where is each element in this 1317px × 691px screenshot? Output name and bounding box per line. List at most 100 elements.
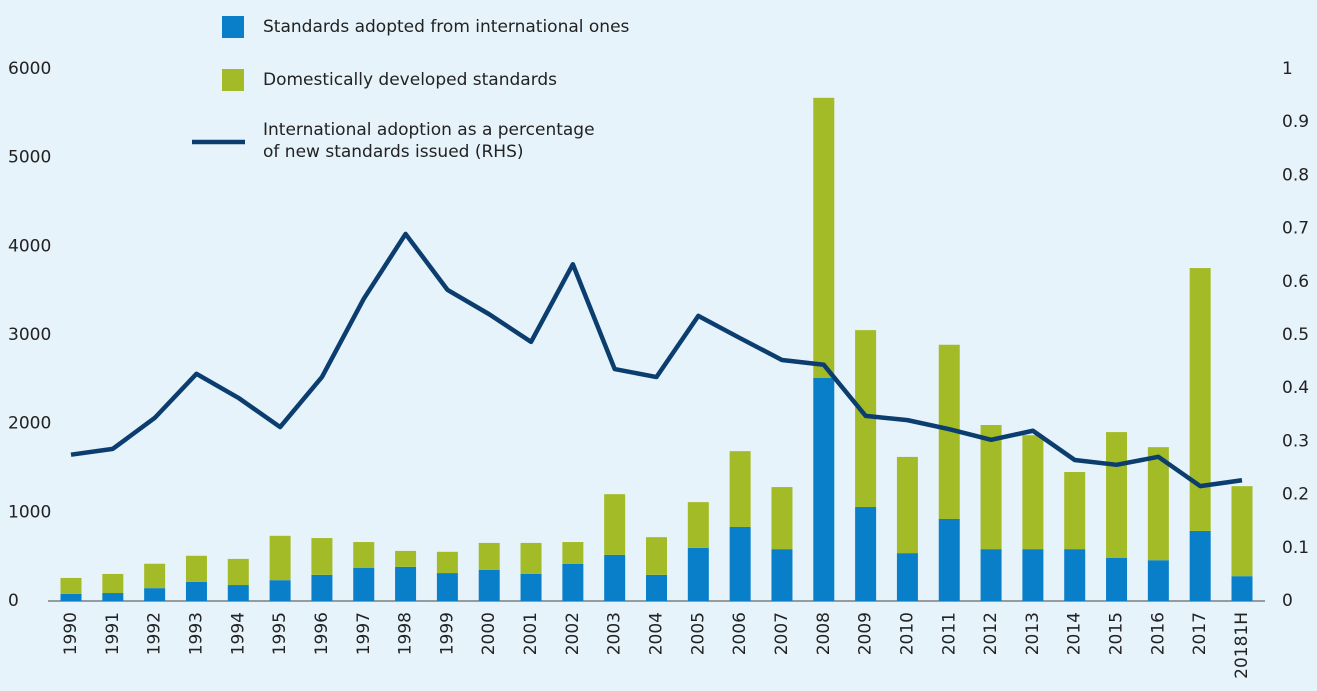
bar	[269, 580, 291, 601]
x-tick-label: 2013	[1023, 612, 1043, 655]
x-tick-label: 2005	[688, 612, 708, 655]
bar	[1106, 557, 1128, 601]
y2-tick-label: 0.9	[1282, 112, 1309, 132]
x-tick-label: 2004	[647, 612, 667, 655]
bar	[227, 585, 249, 601]
x-tick-label: 2017	[1190, 612, 1210, 655]
bar	[1147, 447, 1169, 561]
bar	[604, 494, 626, 555]
x-tick-label: 1998	[396, 612, 416, 655]
y-tick-label: 2000	[8, 414, 51, 434]
x-tick-label: 2014	[1065, 612, 1085, 655]
x-tick-label: 1996	[312, 612, 332, 655]
legend-swatch	[222, 69, 244, 91]
bar	[855, 507, 877, 601]
y2-tick-label: 0	[1282, 591, 1293, 611]
bar	[395, 550, 417, 567]
bar	[687, 547, 709, 601]
bar	[102, 573, 124, 594]
bar	[520, 573, 542, 601]
bar	[1189, 530, 1211, 601]
bar	[1022, 549, 1044, 601]
bar	[144, 588, 166, 601]
bar	[980, 424, 1002, 550]
y-tick-label: 1000	[8, 502, 51, 522]
legend-swatch	[222, 16, 244, 38]
x-tick-label: 2012	[981, 612, 1001, 655]
bar	[646, 574, 667, 601]
x-tick-label: 2016	[1148, 612, 1168, 655]
bar	[1064, 471, 1086, 550]
bar	[771, 549, 793, 601]
x-tick-label: 2000	[479, 612, 499, 655]
bar	[227, 558, 249, 586]
legend-label: Standards adopted from international one…	[263, 17, 630, 37]
y2-tick-label: 0.1	[1282, 538, 1309, 558]
y2-tick-label: 0.5	[1282, 325, 1309, 345]
y-tick-label: 5000	[8, 148, 51, 168]
y2-tick-label: 0.8	[1282, 165, 1309, 185]
x-tick-label: 1997	[354, 612, 374, 655]
bar	[604, 554, 626, 601]
bar	[1022, 435, 1044, 550]
y-tick-label: 6000	[8, 59, 51, 79]
bar	[562, 563, 584, 601]
legend-label-line: International adoption as a percentage	[263, 120, 595, 140]
bar	[896, 553, 918, 601]
bar	[144, 563, 166, 589]
bar	[185, 581, 207, 601]
bar	[311, 538, 333, 575]
bar	[562, 542, 584, 564]
x-tick-label: 1995	[270, 612, 290, 655]
x-tick-label: 1992	[145, 612, 165, 655]
legend-label: Domestically developed standards	[263, 70, 557, 90]
x-tick-label: 2015	[1107, 612, 1127, 655]
x-tick-label: 2011	[939, 612, 959, 655]
x-tick-label: 20181H	[1232, 612, 1252, 679]
y-tick-label: 3000	[8, 325, 51, 345]
bar	[185, 555, 207, 582]
y2-tick-label: 0.4	[1282, 378, 1309, 398]
bar	[520, 542, 542, 574]
x-tick-label: 2008	[814, 612, 834, 655]
x-tick-label: 2009	[856, 612, 876, 655]
bar	[687, 502, 709, 548]
bar	[729, 526, 751, 601]
bar	[1231, 576, 1253, 601]
legend-label: International adoption as a percentage of…	[263, 120, 595, 162]
bar	[813, 97, 835, 379]
bar	[311, 574, 333, 601]
bar	[1064, 549, 1086, 601]
x-tick-label: 1994	[228, 612, 248, 655]
x-tick-label: 1990	[61, 612, 81, 655]
line	[70, 231, 1243, 489]
y2-tick-label: 0.2	[1282, 485, 1309, 505]
y-tick-label: 0	[8, 591, 19, 611]
bar	[855, 330, 877, 508]
legend-label-line: of new standards issued (RHS)	[263, 142, 524, 162]
x-tick-label: 1991	[103, 612, 123, 655]
bar	[1106, 432, 1128, 558]
bar	[269, 535, 291, 581]
bar	[353, 567, 375, 601]
x-tick-label: 2001	[521, 612, 541, 655]
bar	[980, 549, 1002, 601]
bar	[771, 487, 793, 550]
bar	[938, 518, 960, 601]
y2-tick-label: 0.7	[1282, 219, 1309, 239]
bar	[436, 573, 458, 601]
bar	[1147, 560, 1169, 601]
y2-tick-label: 0.6	[1282, 272, 1309, 292]
bar	[813, 378, 835, 601]
bar	[60, 593, 82, 601]
x-tick-label: 1999	[437, 612, 457, 655]
bar	[436, 551, 458, 574]
bar	[478, 569, 500, 601]
x-tick-label: 2002	[563, 612, 583, 655]
x-tick-label: 2003	[605, 612, 625, 655]
bar	[395, 566, 417, 601]
x-tick-label: 2007	[772, 612, 792, 655]
bar	[896, 456, 918, 554]
